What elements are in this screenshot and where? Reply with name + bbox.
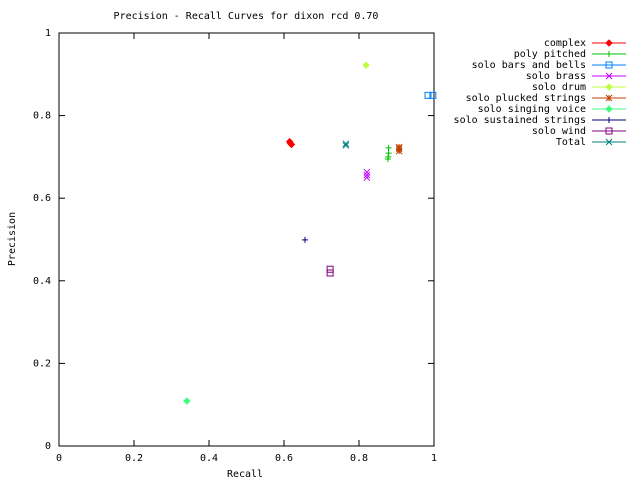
data-point <box>302 236 308 243</box>
x-tick-label: 0.2 <box>125 453 143 464</box>
x-tick-label: 0.4 <box>200 453 218 464</box>
legend-label: solo brass <box>526 71 586 82</box>
plot-frame <box>58 32 435 447</box>
data-point <box>363 174 371 181</box>
data-point <box>384 155 391 162</box>
legend-marker <box>605 72 613 80</box>
legend-marker <box>605 61 613 69</box>
legend-marker <box>606 51 612 57</box>
legend-label: Total <box>556 137 586 148</box>
legend-label: solo wind <box>532 126 586 137</box>
y-tick-label: 1 <box>45 28 51 39</box>
data-point <box>287 140 296 149</box>
data-point <box>363 168 371 176</box>
y-axis-label: Precision <box>7 212 18 266</box>
legend-label: complex <box>544 38 586 49</box>
data-point <box>429 91 437 99</box>
legend-label: solo drum <box>532 82 586 93</box>
y-tick-label: 0.4 <box>33 276 51 287</box>
data-point <box>183 397 191 405</box>
legend-label: solo singing voice <box>478 104 586 115</box>
data-point <box>395 147 403 155</box>
x-tick-label: 1 <box>431 453 437 464</box>
y-tick-label: 0.2 <box>33 358 51 369</box>
legend-label: solo sustained strings <box>454 115 586 126</box>
chart-title: Precision - Recall Curves for dixon rcd … <box>114 11 379 22</box>
data-point <box>363 171 371 179</box>
data-point <box>326 269 334 277</box>
legend-marker <box>605 127 613 135</box>
x-axis-label: Recall <box>227 469 263 480</box>
legend-marker <box>605 138 613 146</box>
x-tick-label: 0.6 <box>275 453 293 464</box>
legend-label: solo bars and bells <box>472 60 586 71</box>
legend-marker <box>605 83 613 91</box>
y-tick-label: 0.8 <box>33 111 51 122</box>
legend-label: poly pitched <box>514 49 586 60</box>
data-point <box>342 141 350 149</box>
data-point <box>385 144 392 151</box>
x-tick-label: 0 <box>56 453 62 464</box>
legend-label: solo plucked strings <box>466 93 586 104</box>
data-point <box>362 61 370 69</box>
y-tick-label: 0 <box>45 441 51 452</box>
data-point <box>326 265 334 273</box>
data-point <box>342 140 350 148</box>
x-tick-label: 0.8 <box>350 453 368 464</box>
legend-marker <box>605 94 613 102</box>
legend-marker <box>606 117 612 123</box>
y-tick-label: 0.6 <box>33 193 51 204</box>
legend-marker <box>605 39 613 47</box>
legend-marker <box>605 105 613 113</box>
